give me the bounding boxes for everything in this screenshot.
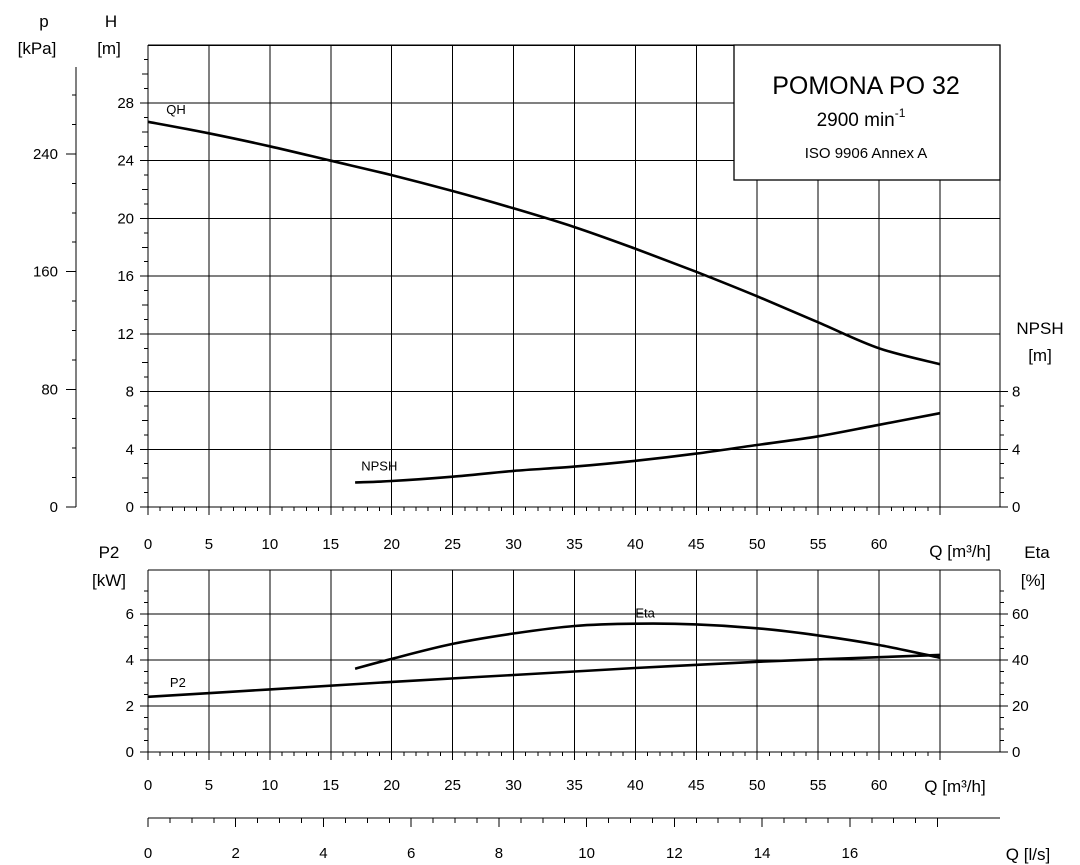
q-tick-label-top: 40 [627,536,644,553]
p-axis-title-line2: [kPa] [18,39,57,58]
eta-tick-label: 20 [1012,698,1029,715]
h-tick-label: 0 [126,499,134,516]
eta-tick-label: 0 [1012,744,1020,761]
p2-axis-title-line2: [kW] [92,571,126,590]
p-tick-label: 240 [33,146,58,163]
bottom-panel-grid [147,570,1000,753]
q-tick-label-bottom: 60 [871,777,888,794]
q-tick-label-bottom: 55 [810,777,827,794]
q-tick-label-bottom: 45 [688,777,705,794]
h-tick-label: 8 [126,384,134,401]
q-tick-label-bottom: 10 [262,777,279,794]
q-tick-label-top: 20 [383,536,400,553]
p2-tick-label: 0 [126,744,134,761]
series-qh-label: QH [166,102,186,117]
eta-tick-label: 40 [1012,652,1029,669]
h-tick-label: 4 [126,441,134,458]
q-tick-label-top: 25 [444,536,461,553]
q-ls-tick-label: 0 [144,845,152,862]
series-npsh-label: NPSH [361,458,397,473]
q-tick-label-top: 60 [871,536,888,553]
h-tick-label: 12 [117,326,134,343]
q-tick-label-bottom: 20 [383,777,400,794]
h-tick-label: 24 [117,153,134,170]
q-tick-label-top: 55 [810,536,827,553]
title-block: POMONA PO 32 2900 min-1 ISO 9906 Annex A [733,44,1001,181]
p2-tick-label: 6 [126,606,134,623]
q-tick-label-top: 35 [566,536,583,553]
model-name: POMONA PO 32 [772,72,960,100]
npsh-axis-title-line2: [m] [1028,346,1052,365]
curves [147,120,941,699]
q-tick-label-top: 30 [505,536,522,553]
series-p2-line [147,653,941,699]
q-tick-label-top: 15 [322,536,339,553]
h-tick-label: 16 [117,268,134,285]
npsh-tick-label: 8 [1012,384,1020,401]
p2-tick-label: 2 [126,698,134,715]
series-npsh-line [355,411,941,484]
series-qh-line [147,120,941,366]
q-tick-label-top: 45 [688,536,705,553]
q-tick-label-bottom: 40 [627,777,644,794]
q-tick-label-bottom: 30 [505,777,522,794]
h-tick-label: 20 [117,210,134,227]
q-tick-label-bottom: 5 [205,777,213,794]
q-ls-tick-label: 16 [841,845,858,862]
q-tick-label-top: 0 [144,536,152,553]
q-ls-tick-label: 14 [754,845,771,862]
q-tick-label-bottom: 15 [322,777,339,794]
q-ls-tick-label: 4 [319,845,327,862]
series-p2-label: P2 [170,675,186,690]
q-tick-label-bottom: 0 [144,777,152,794]
q-tick-label-top: 10 [262,536,279,553]
q-tick-label-bottom: 35 [566,777,583,794]
p-axis-title-line1: p [39,12,48,31]
q-ls-tick-label: 6 [407,845,415,862]
q-tick-label-bottom: 25 [444,777,461,794]
npsh-axis-title-line1: NPSH [1016,319,1063,338]
p-tick-label: 80 [41,381,58,398]
p2-axis-title-line1: P2 [99,543,120,562]
eta-axis-title-line2: [%] [1021,571,1046,590]
q-ls-tick-label: 8 [495,845,503,862]
title-block-frame [733,44,1001,181]
eta-axis-title-line1: Eta [1024,543,1050,562]
series-eta-line [354,622,941,670]
q-ls-tick-label: 12 [666,845,683,862]
q-ls-tick-label: 10 [578,845,595,862]
q-axis-title-top: Q [m³/h] [929,542,990,561]
eta-tick-label: 60 [1012,606,1029,623]
speed-label: 2900 min-1 [817,106,906,131]
q-tick-label-bottom: 50 [749,777,766,794]
q-ls-axis-title: Q [l/s] [1006,845,1050,864]
h-axis-title-line2: [m] [97,39,121,58]
q-tick-label-top: 5 [205,536,213,553]
npsh-tick-label: 0 [1012,499,1020,516]
series-eta-label: Eta [635,606,655,621]
p2-tick-label: 4 [126,652,134,669]
p-tick-label: 160 [33,264,58,281]
q-tick-label-top: 50 [749,536,766,553]
q-ls-tick-label: 2 [232,845,240,862]
q-axis-title-bottom: Q [m³/h] [924,777,985,796]
npsh-tick-label: 4 [1012,441,1020,458]
standard-label: ISO 9906 Annex A [805,145,928,162]
h-axis-title-line1: H [105,12,117,31]
p-tick-label: 0 [50,499,58,516]
h-tick-label: 28 [117,95,134,112]
